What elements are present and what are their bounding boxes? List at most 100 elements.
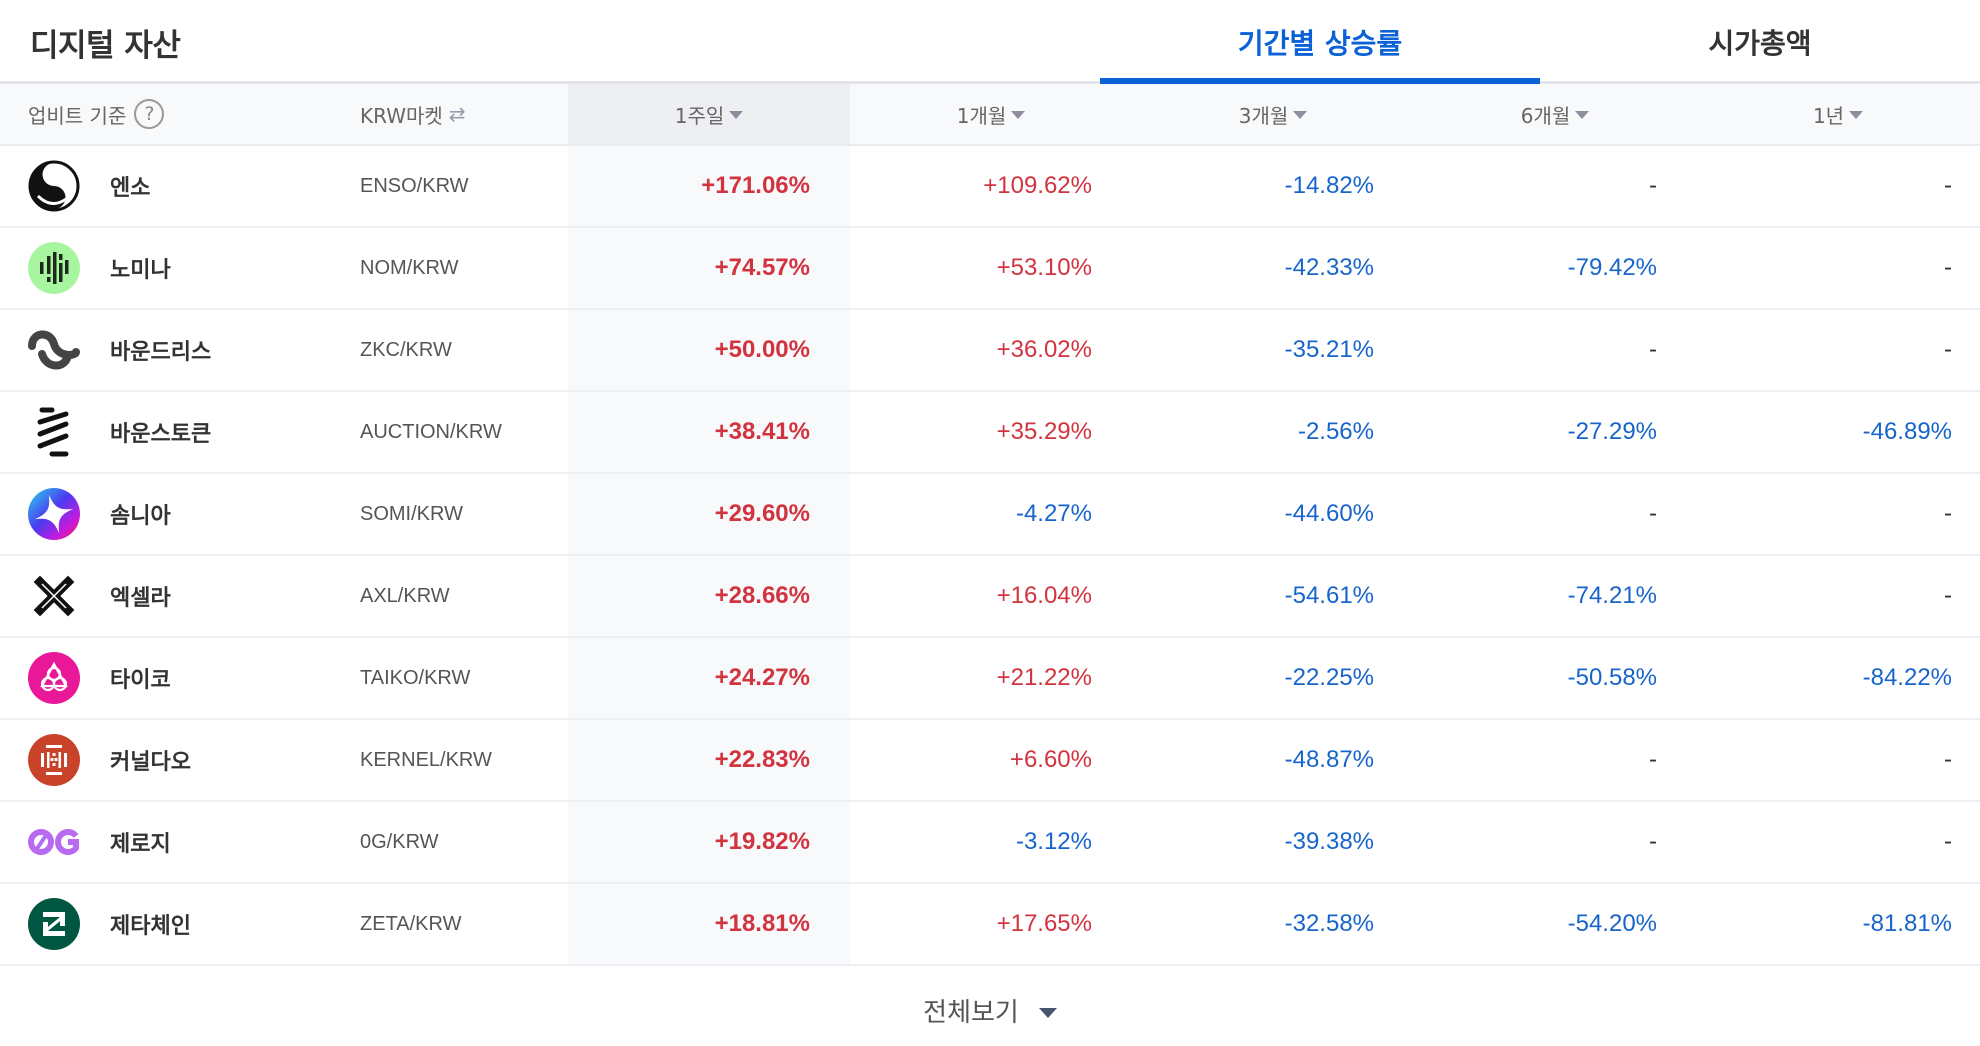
column-market-toggle[interactable]: KRW마켓 ⇄ (360, 84, 466, 144)
tab-market-cap[interactable]: 시가총액 (1540, 0, 1980, 84)
somnia-icon (28, 488, 80, 540)
coin-name[interactable]: 제로지 (110, 832, 171, 857)
nomina-icon (28, 242, 80, 294)
sort-caret-icon (729, 111, 744, 119)
coin-market: TAIKO/KRW (360, 666, 471, 689)
change-1week: +74.57% (714, 254, 810, 281)
table-row[interactable]: 제타체인 ZETA/KRW +18.81% +17.65% -32.58% -5… (0, 884, 1980, 966)
change-6month: -79.42% (1567, 254, 1657, 281)
coin-name[interactable]: 엔소 (110, 176, 151, 201)
kerneldao-icon (28, 734, 80, 786)
table-header: 업비트 기준 ? KRW마켓 ⇄ 1주일 1개월 3개월 6개월 1년 (0, 84, 1980, 146)
change-6month: -74.21% (1567, 582, 1657, 609)
column-1month[interactable]: 1개월 (850, 84, 1132, 144)
change-6month: - (1649, 746, 1657, 773)
column-1week[interactable]: 1주일 (568, 84, 850, 144)
change-1week: +18.81% (714, 910, 810, 937)
change-3month: -35.21% (1284, 336, 1374, 363)
change-1month: +53.10% (996, 254, 1092, 281)
coin-name[interactable]: 노미나 (110, 258, 171, 283)
coin-name[interactable]: 커널다오 (110, 750, 191, 775)
table-row[interactable]: 제로지 0G/KRW +19.82% -3.12% -39.38% - - (0, 802, 1980, 884)
change-1year: -84.22% (1862, 664, 1952, 691)
change-1month: +35.29% (996, 418, 1092, 445)
table-row[interactable]: 노미나 NOM/KRW +74.57% +53.10% -42.33% -79.… (0, 228, 1980, 310)
change-3month: -44.60% (1284, 500, 1374, 527)
asset-list: 엔소 ENSO/KRW +171.06% +109.62% -14.82% - … (0, 146, 1980, 966)
enso-icon (28, 160, 80, 212)
change-1month: +36.02% (996, 336, 1092, 363)
coin-market: AUCTION/KRW (360, 420, 502, 443)
table-row[interactable]: 커널다오 KERNEL/KRW +22.83% +6.60% -48.87% -… (0, 720, 1980, 802)
change-1week: +19.82% (714, 828, 810, 855)
swap-icon: ⇄ (448, 102, 466, 126)
change-1year: - (1944, 746, 1952, 773)
change-1year: -81.81% (1862, 910, 1952, 937)
change-1year: - (1944, 828, 1952, 855)
change-1month: -3.12% (1015, 828, 1092, 855)
zerog-icon (28, 829, 79, 855)
column-label: 1개월 (956, 103, 1007, 128)
column-basis: 업비트 기준 ? (28, 84, 165, 144)
coin-market: AXL/KRW (360, 584, 450, 607)
table-row[interactable]: 타이코 TAIKO/KRW +24.27% +21.22% -22.25% -5… (0, 638, 1980, 720)
change-1week: +28.66% (714, 582, 810, 609)
coin-name[interactable]: 제타체인 (110, 914, 191, 939)
sort-caret-icon (1293, 111, 1308, 119)
tab-period-gain[interactable]: 기간별 상승률 (1100, 0, 1540, 84)
change-3month: -14.82% (1284, 172, 1374, 199)
coin-market: NOM/KRW (360, 256, 459, 279)
table-row[interactable]: 솜니아 SOMI/KRW +29.60% -4.27% -44.60% - - (0, 474, 1980, 556)
column-label: 6개월 (1520, 103, 1571, 128)
table-row[interactable]: 엑셀라 AXL/KRW +28.66% +16.04% -54.61% -74.… (0, 556, 1980, 638)
change-1month: +6.60% (1009, 746, 1092, 773)
change-1month: +17.65% (996, 910, 1092, 937)
coin-market: KERNEL/KRW (360, 748, 492, 771)
sorted-column-highlight (568, 146, 850, 966)
help-icon[interactable]: ? (134, 99, 165, 129)
table-row[interactable]: 엔소 ENSO/KRW +171.06% +109.62% -14.82% - … (0, 146, 1980, 228)
change-1month: -4.27% (1015, 500, 1092, 527)
active-tab-indicator (1100, 78, 1540, 84)
change-1week: +50.00% (714, 336, 810, 363)
change-1month: +109.62% (983, 172, 1092, 199)
coin-name[interactable]: 바운스토큰 (110, 422, 212, 447)
table-row[interactable]: 바운스토큰 AUCTION/KRW +38.41% +35.29% -2.56%… (0, 392, 1980, 474)
column-3month[interactable]: 3개월 (1132, 84, 1414, 144)
change-3month: -48.87% (1284, 746, 1374, 773)
coin-market: 0G/KRW (360, 830, 439, 853)
column-6month[interactable]: 6개월 (1414, 84, 1696, 144)
footer: 전체보기 (0, 966, 1980, 1046)
column-label: 1주일 (674, 103, 725, 128)
change-6month: -50.58% (1567, 664, 1657, 691)
change-1year: - (1944, 582, 1952, 609)
coin-name[interactable]: 엑셀라 (110, 586, 171, 611)
change-3month: -2.56% (1297, 418, 1374, 445)
change-3month: -32.58% (1284, 910, 1374, 937)
coin-name[interactable]: 바운드리스 (110, 340, 212, 365)
change-3month: -39.38% (1284, 828, 1374, 855)
change-6month: - (1649, 500, 1657, 527)
bounce-token-icon (37, 407, 69, 457)
chevron-down-icon (1038, 1008, 1057, 1018)
coin-name[interactable]: 타이코 (110, 668, 171, 693)
change-6month: - (1649, 336, 1657, 363)
change-1year: - (1944, 172, 1952, 199)
tab-label: 시가총액 (1708, 27, 1812, 60)
coin-name[interactable]: 솜니아 (110, 504, 171, 529)
change-6month: - (1649, 172, 1657, 199)
change-6month: -54.20% (1567, 910, 1657, 937)
column-1year[interactable]: 1년 (1696, 84, 1980, 144)
table-row[interactable]: 바운드리스 ZKC/KRW +50.00% +36.02% -35.21% - … (0, 310, 1980, 392)
change-1month: +16.04% (996, 582, 1092, 609)
taiko-icon (28, 652, 80, 704)
view-all-label: 전체보기 (923, 997, 1019, 1028)
change-3month: -42.33% (1284, 254, 1374, 281)
sort-caret-icon (1011, 111, 1026, 119)
change-3month: -54.61% (1284, 582, 1374, 609)
tab-label: 기간별 상승률 (1237, 27, 1403, 60)
view-all-button[interactable]: 전체보기 (923, 992, 1057, 1029)
coin-market: ENSO/KRW (360, 174, 469, 197)
change-1year: - (1944, 254, 1952, 281)
coin-market: ZKC/KRW (360, 338, 452, 361)
